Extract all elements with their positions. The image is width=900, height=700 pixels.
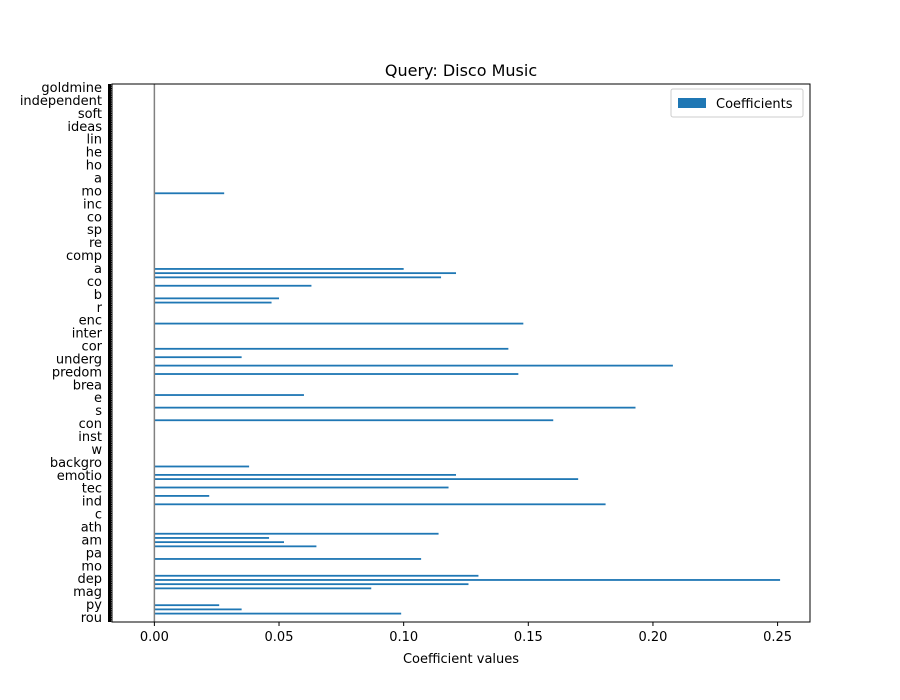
- y-tick-label: c: [95, 508, 102, 523]
- bar: [154, 503, 606, 506]
- x-tick-label: 0.15: [514, 630, 543, 645]
- bar: [154, 284, 312, 287]
- bar: [154, 604, 220, 607]
- legend: Coefficients: [670, 88, 804, 118]
- y-tick-label: py: [86, 598, 102, 613]
- bar: [154, 268, 404, 270]
- bar: [154, 495, 210, 497]
- bar: [154, 574, 479, 577]
- y-tick-label: dep: [77, 572, 102, 587]
- y-tick-label: predom: [52, 365, 102, 380]
- plot-area: [111, 83, 811, 623]
- x-axis: 0.00 0.05 0.10 0.15 0.20 0.25: [140, 622, 792, 645]
- bar: [154, 537, 270, 539]
- bar: [154, 406, 636, 409]
- x-tick-label: 0.05: [265, 630, 294, 645]
- y-tick-label: inst: [78, 430, 102, 445]
- bar: [154, 297, 280, 300]
- bar: [154, 478, 579, 480]
- y-tick-label: backgro: [50, 456, 102, 471]
- y-tick-marks: [108, 84, 112, 622]
- bar: [154, 532, 439, 535]
- bar: [154, 373, 519, 375]
- bar: [154, 465, 250, 468]
- bar: [154, 587, 372, 590]
- y-tick-label: b: [94, 288, 102, 303]
- y-tick-label: rou: [81, 611, 102, 626]
- bar: [154, 558, 422, 560]
- y-tick-label: cor: [82, 340, 103, 355]
- y-tick-band: [108, 84, 111, 622]
- chart-title: Query: Disco Music: [385, 61, 537, 80]
- y-tick-label: tec: [82, 482, 102, 497]
- bar: [154, 486, 449, 489]
- bar: [154, 612, 402, 615]
- y-tick-label: inter: [72, 327, 103, 342]
- y-tick-label: inc: [83, 197, 102, 212]
- y-tick-label: co: [87, 210, 102, 225]
- y-tick-label: co: [87, 275, 102, 290]
- bars: [154, 192, 781, 615]
- y-tick-label: s: [95, 404, 102, 419]
- bar: [154, 608, 242, 611]
- y-tick-label: ath: [81, 521, 102, 536]
- y-tick-label: underg: [56, 352, 102, 367]
- bar: [154, 419, 554, 422]
- x-tick-label: 0.20: [638, 630, 667, 645]
- bar: [154, 394, 304, 396]
- bar: [154, 364, 673, 367]
- y-tick-label: comp: [66, 249, 102, 264]
- bar: [154, 322, 524, 325]
- y-tick-labels: goldmineindependentsoftideaslinhehoamoin…: [20, 81, 103, 626]
- bar: [154, 272, 457, 275]
- bar: [154, 192, 225, 195]
- y-tick-label: emotio: [57, 469, 102, 484]
- bar: [154, 545, 317, 548]
- y-tick-label: independent: [20, 94, 102, 109]
- y-tick-label: mag: [73, 585, 102, 600]
- y-tick-label: am: [81, 533, 102, 548]
- y-tick-label: goldmine: [41, 81, 102, 96]
- y-tick-label: a: [94, 171, 102, 186]
- y-tick-label: he: [86, 146, 102, 161]
- bar: [154, 301, 272, 304]
- y-tick-label: e: [94, 391, 102, 406]
- y-tick-label: w: [91, 443, 102, 458]
- y-tick-label: a: [94, 262, 102, 277]
- y-tick-label: mo: [81, 559, 102, 574]
- bar: [154, 541, 285, 544]
- y-tick-label: lin: [87, 133, 102, 148]
- x-tick-label: 0.10: [389, 630, 418, 645]
- y-tick-label: mo: [81, 184, 102, 199]
- bar: [154, 347, 509, 350]
- legend-label: Coefficients: [716, 97, 793, 112]
- y-tick-label: con: [79, 417, 102, 432]
- y-tick-label: ideas: [67, 120, 102, 135]
- bar: [154, 276, 442, 279]
- bar: [154, 583, 469, 586]
- legend-box: [670, 88, 804, 118]
- y-tick-label: brea: [73, 378, 102, 393]
- x-tick-label: 0.25: [763, 630, 792, 645]
- y-tick-label: sp: [87, 223, 102, 238]
- bar: [154, 473, 457, 476]
- y-tick-label: re: [89, 236, 102, 251]
- bar: [154, 356, 242, 359]
- y-tick-label: ho: [86, 159, 102, 174]
- y-tick-label: soft: [78, 107, 102, 122]
- y-tick-label: pa: [86, 546, 102, 561]
- y-tick-label: enc: [79, 314, 102, 329]
- x-tick-label: 0.00: [140, 630, 169, 645]
- bar: [154, 579, 781, 581]
- y-tick-label: ind: [82, 495, 102, 510]
- legend-swatch: [678, 98, 706, 108]
- x-axis-label: Coefficient values: [403, 652, 519, 667]
- y-tick-label: r: [97, 301, 103, 316]
